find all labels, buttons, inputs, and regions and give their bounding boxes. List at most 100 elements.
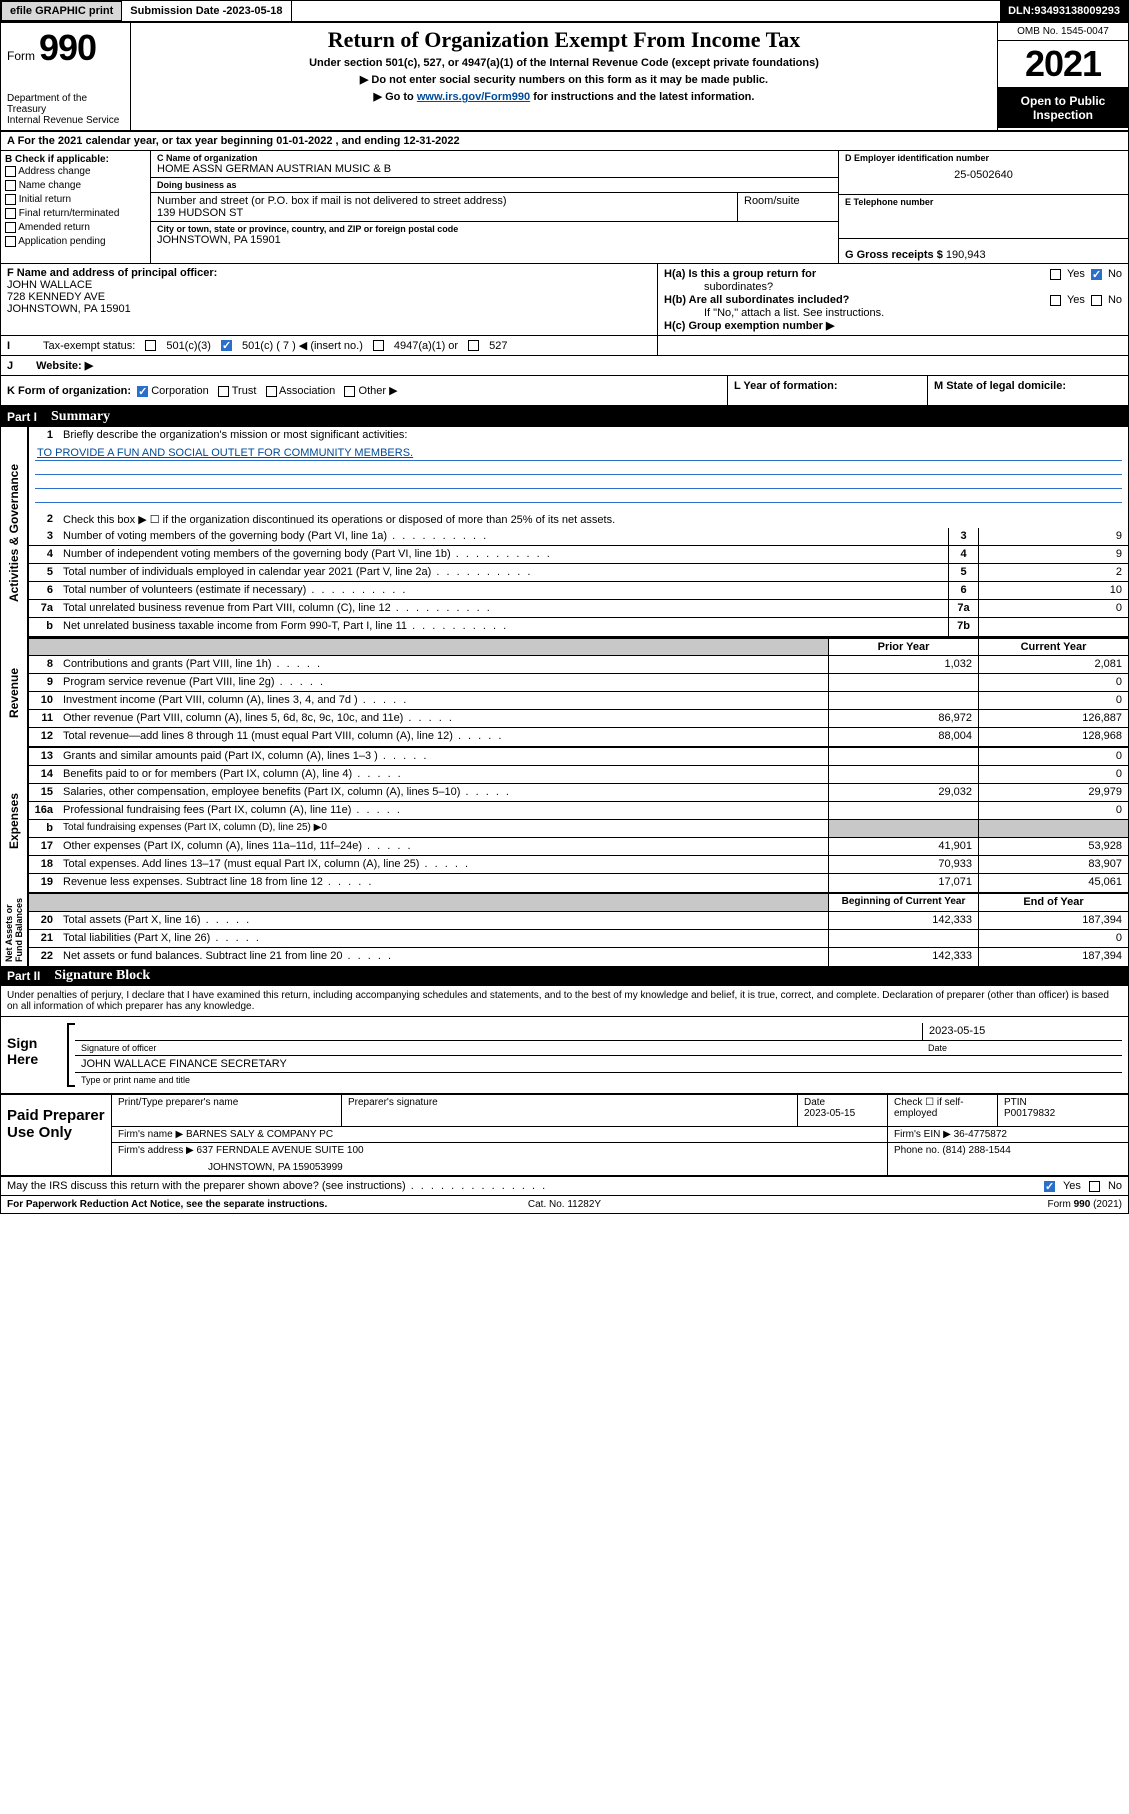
footer-mid: Cat. No. 11282Y [528,1199,601,1210]
instructions-link[interactable]: www.irs.gov/Form990 [417,91,530,103]
table-row: 19Revenue less expenses. Subtract line 1… [29,874,1128,892]
line1-desc: Briefly describe the organization's miss… [59,427,1128,445]
block-governance: Activities & Governance 1 Briefly descri… [1,427,1128,638]
opt-501c: 501(c) ( 7 ) ◀ (insert no.) [242,339,363,352]
na-hdr-num [29,894,59,911]
page-footer: For Paperwork Reduction Act Notice, see … [1,1196,1128,1213]
opt-other: Other ▶ [359,385,398,397]
row-k-l-m: K Form of organization: Corporation Trus… [1,376,1128,407]
chk-amended-return[interactable]: Amended return [5,221,146,235]
dba-label: Doing business as [157,180,832,190]
row-desc: Grants and similar amounts paid (Part IX… [59,748,828,765]
row-prior: 142,333 [828,948,978,966]
firm-addr-cell: Firm's address ▶ 637 FERNDALE AVENUE SUI… [112,1143,888,1175]
row-box: 4 [948,546,978,563]
row-amt: 0 [978,600,1128,617]
sig-date-value: 2023-05-15 [922,1023,1122,1040]
row-desc: Total revenue—add lines 8 through 11 (mu… [59,728,828,746]
sig-officer-cell [75,1023,922,1040]
block-revenue: Revenue Prior Year Current Year 8Contrib… [1,638,1128,748]
row-num: 12 [29,728,59,746]
hb-yes-checkbox[interactable] [1050,295,1061,306]
form-number-block: Form 990 Department of the Treasury Inte… [1,23,131,130]
street-label: Number and street (or P.O. box if mail i… [157,195,731,207]
row-num: 19 [29,874,59,892]
chk-501c3[interactable] [145,340,156,351]
row-num: 6 [29,582,59,599]
row-prior: 17,071 [828,874,978,892]
chk-527[interactable] [468,340,479,351]
ha-no-checkbox[interactable] [1091,269,1102,280]
chk-501c[interactable] [221,340,232,351]
opt-501c3: 501(c)(3) [166,340,211,352]
row-current: 0 [978,802,1128,819]
firm-name-cell: Firm's name ▶ BARNES SALY & COMPANY PC [112,1127,888,1142]
chk-final-return[interactable]: Final return/terminated [5,207,146,221]
row-current: 53,928 [978,838,1128,855]
row-num: 16a [29,802,59,819]
chk-trust[interactable] [218,386,229,397]
row-amt: 9 [978,528,1128,545]
gov-row: 5Total number of individuals employed in… [29,564,1128,582]
table-row: 15Salaries, other compensation, employee… [29,784,1128,802]
efile-print-button[interactable]: efile GRAPHIC print [1,1,122,21]
row-desc: Total assets (Part X, line 16) [59,912,828,929]
chk-name-change[interactable]: Name change [5,179,146,193]
block-expenses: Expenses 13Grants and similar amounts pa… [1,748,1128,894]
chk-corporation[interactable] [137,386,148,397]
ha-yes-checkbox[interactable] [1050,269,1061,280]
row-desc: Program service revenue (Part VIII, line… [59,674,828,691]
row-prior: 1,032 [828,656,978,673]
row-prior [828,692,978,709]
org-name-label: C Name of organization [157,153,832,163]
officer-name: JOHN WALLACE [7,279,651,291]
row-num: b [29,820,59,837]
row-current: 2,081 [978,656,1128,673]
row-prior: 70,933 [828,856,978,873]
i-label: Tax-exempt status: [43,340,135,352]
part2-title: Signature Block [54,968,150,984]
hdr-current: Current Year [978,639,1128,655]
ein-cell: D Employer identification number 25-0502… [839,151,1128,195]
chk-initial-return[interactable]: Initial return [5,193,146,207]
chk-4947[interactable] [373,340,384,351]
sig-date-label: Date [922,1041,1122,1055]
submission-date: Submission Date - 2023-05-18 [122,1,291,21]
ein-label: D Employer identification number [845,153,1122,163]
prep-sig-hdr: Preparer's signature [342,1095,798,1126]
f-label: F Name and address of principal officer: [7,267,217,279]
hc-label: H(c) Group exemption number ▶ [664,320,834,332]
opt-assoc: Association [279,385,335,397]
chk-other[interactable] [344,386,355,397]
room-label: Room/suite [744,195,832,207]
firm-phone-cell: Phone no. (814) 288-1544 [888,1143,1128,1175]
city-cell: City or town, state or province, country… [151,222,838,248]
l-label: L Year of formation: [734,380,838,392]
row-desc: Total liabilities (Part X, line 26) [59,930,828,947]
row-prior: 142,333 [828,912,978,929]
footer-left: For Paperwork Reduction Act Notice, see … [7,1199,327,1210]
row-current: 0 [978,674,1128,691]
row-num: 21 [29,930,59,947]
k-label: K Form of organization: [7,385,131,397]
topbar: efile GRAPHIC print Submission Date - 20… [1,1,1128,23]
chk-address-change[interactable]: Address change [5,165,146,179]
title-block: Return of Organization Exempt From Incom… [131,23,998,130]
chk-association[interactable] [266,386,277,397]
part1-title: Summary [51,409,110,425]
table-row: 21Total liabilities (Part X, line 26)0 [29,930,1128,948]
row-num: 18 [29,856,59,873]
opt-4947: 4947(a)(1) or [394,340,458,352]
street-row: Number and street (or P.O. box if mail i… [151,193,838,222]
discuss-no-checkbox[interactable] [1089,1181,1100,1192]
table-row: bTotal fundraising expenses (Part IX, co… [29,820,1128,838]
discuss-yes-checkbox[interactable] [1044,1181,1055,1192]
table-row: 20Total assets (Part X, line 16)142,3331… [29,912,1128,930]
hb-no-checkbox[interactable] [1091,295,1102,306]
mission-text: TO PROVIDE A FUN AND SOCIAL OUTLET FOR C… [35,447,1122,461]
row-desc: Benefits paid to or for members (Part IX… [59,766,828,783]
hdr-end: End of Year [978,894,1128,911]
gov-row: 6Total number of volunteers (estimate if… [29,582,1128,600]
table-row: 14Benefits paid to or for members (Part … [29,766,1128,784]
chk-application-pending[interactable]: Application pending [5,235,146,249]
